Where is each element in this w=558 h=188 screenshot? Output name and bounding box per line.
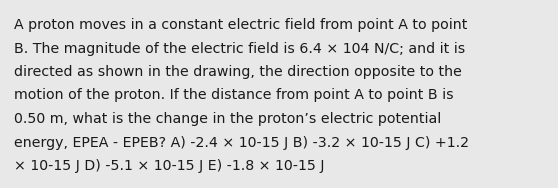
Text: × 10-15 J D) -5.1 × 10-15 J E) -1.8 × 10-15 J: × 10-15 J D) -5.1 × 10-15 J E) -1.8 × 10… [14,159,325,173]
Text: directed as shown in the drawing, the direction opposite to the: directed as shown in the drawing, the di… [14,65,462,79]
Text: energy, EPEA - EPEB? A) -2.4 × 10-15 J B) -3.2 × 10-15 J C) +1.2: energy, EPEA - EPEB? A) -2.4 × 10-15 J B… [14,136,469,149]
Text: 0.50 m, what is the change in the proton’s electric potential: 0.50 m, what is the change in the proton… [14,112,441,126]
Text: motion of the proton. If the distance from point A to point B is: motion of the proton. If the distance fr… [14,89,454,102]
Text: A proton moves in a constant electric field from point A to point: A proton moves in a constant electric fi… [14,18,468,32]
Text: B. The magnitude of the electric field is 6.4 × 104 N/C; and it is: B. The magnitude of the electric field i… [14,42,465,55]
